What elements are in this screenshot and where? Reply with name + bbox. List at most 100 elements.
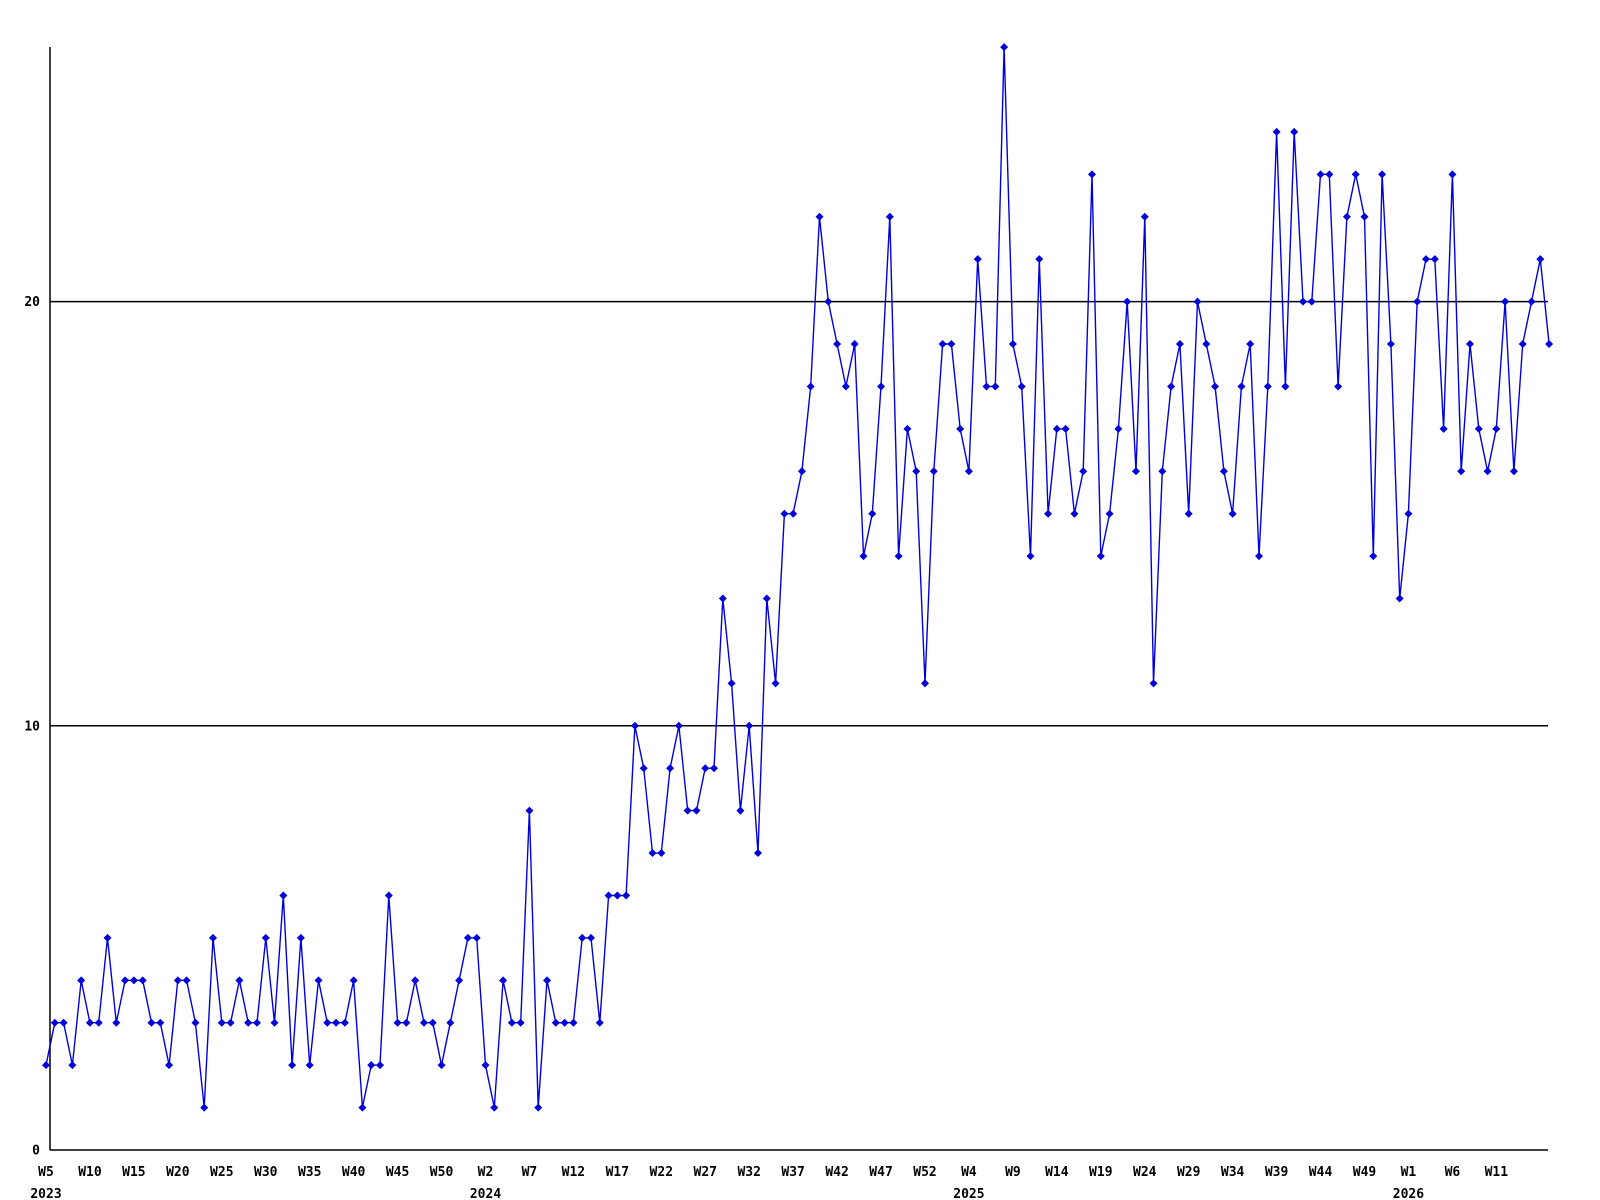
data-point-marker [1369,552,1378,561]
x-tick-label: W52 [913,1165,936,1180]
y-tick-label: 10 [24,719,40,734]
x-tick-label: W44 [1309,1165,1333,1180]
x-tick-label: W4 [961,1165,977,1180]
data-point-marker [481,1061,490,1070]
data-point-marker [428,1018,437,1027]
data-point-marker [323,1018,332,1027]
data-point-marker [1483,467,1492,476]
data-point-marker [674,721,683,730]
data-point-marker [1351,170,1360,179]
data-point-marker [455,976,464,985]
data-point-marker [261,933,270,942]
data-point-marker [833,340,842,349]
x-tick-label: W7 [522,1165,538,1180]
x-tick-label: W20 [166,1165,190,1180]
data-point-marker [1140,212,1149,221]
data-point-marker [446,1018,455,1027]
data-point-marker [1237,382,1246,391]
x-tick-label: W5 [38,1165,54,1180]
x-tick-label: W45 [386,1165,409,1180]
data-point-marker [666,764,675,773]
gridlines-group [50,300,1548,727]
data-point-marker [736,806,745,815]
data-point-marker [929,467,938,476]
data-point-marker [1079,467,1088,476]
data-point-marker [1158,467,1167,476]
data-point-marker [1202,340,1211,349]
data-point-marker [595,1018,604,1027]
data-point-marker [543,976,552,985]
x-tick-label: W11 [1485,1165,1509,1180]
data-line [45,47,1550,1108]
data-point-marker [182,976,191,985]
data-point-marker [753,849,762,858]
data-point-marker [780,509,789,518]
data-point-marker [1527,297,1536,306]
data-point-marker [1316,170,1325,179]
data-point-marker [1193,297,1202,306]
data-point-marker [358,1103,367,1112]
data-point-marker [147,1018,156,1027]
data-point-marker [1026,552,1035,561]
data-point-marker [991,382,1000,391]
x-tick-label: W9 [1005,1165,1021,1180]
data-point-marker [305,1061,314,1070]
data-point-marker [42,1061,50,1070]
data-point-marker [1088,170,1097,179]
data-point-marker [885,212,894,221]
data-point-marker [437,1061,446,1070]
data-point-marker [797,467,806,476]
data-point-marker [1123,297,1132,306]
data-point-marker [1096,552,1105,561]
data-point-marker [1184,509,1193,518]
x-tick-label: W22 [650,1165,673,1180]
data-point-marker [938,340,947,349]
data-point-marker [270,1018,279,1027]
data-point-marker [499,976,508,985]
x-tick-label: W1 [1401,1165,1417,1180]
data-point-marker [1131,467,1140,476]
data-point-marker [639,764,648,773]
data-point-marker [921,679,929,688]
data-point-marker [1422,255,1431,264]
data-point-marker [1105,509,1114,518]
data-point-marker [367,1061,376,1070]
data-point-marker [762,594,771,603]
data-point-marker [622,891,631,900]
data-point-marker [771,679,780,688]
data-point-marker [419,1018,428,1027]
data-point-marker [1509,467,1518,476]
data-point-marker [789,509,798,518]
data-point-marker [68,1061,77,1070]
data-point-marker [1334,382,1343,391]
data-point-marker [683,806,692,815]
x-tick-label: W17 [606,1165,629,1180]
data-point-marker [604,891,613,900]
data-point-marker [1167,382,1176,391]
data-point-marker [235,976,244,985]
data-point-marker [1386,340,1395,349]
data-point-marker [1430,255,1439,264]
data-point-marker [701,764,710,773]
x-year-label: 2026 [1393,1187,1424,1200]
data-point-marker [569,1018,578,1027]
data-point-marker [1008,340,1017,349]
x-tick-label: W24 [1133,1165,1157,1180]
x-tick-label: W27 [694,1165,717,1180]
data-point-marker [1501,297,1510,306]
data-point-marker [1149,679,1158,688]
data-point-marker [1246,340,1255,349]
data-point-marker [727,679,736,688]
data-point-marker [912,467,921,476]
data-point-marker [1211,382,1220,391]
data-point-marker [1545,340,1554,349]
data-point-marker [824,297,833,306]
data-point-marker [877,382,886,391]
data-point-marker [859,552,868,561]
data-point-marker [525,806,534,815]
data-point-marker [288,1061,297,1070]
data-point-marker [1255,552,1264,561]
data-point-marker [1263,382,1272,391]
data-point-marker [903,424,912,433]
data-point-marker [129,976,138,985]
